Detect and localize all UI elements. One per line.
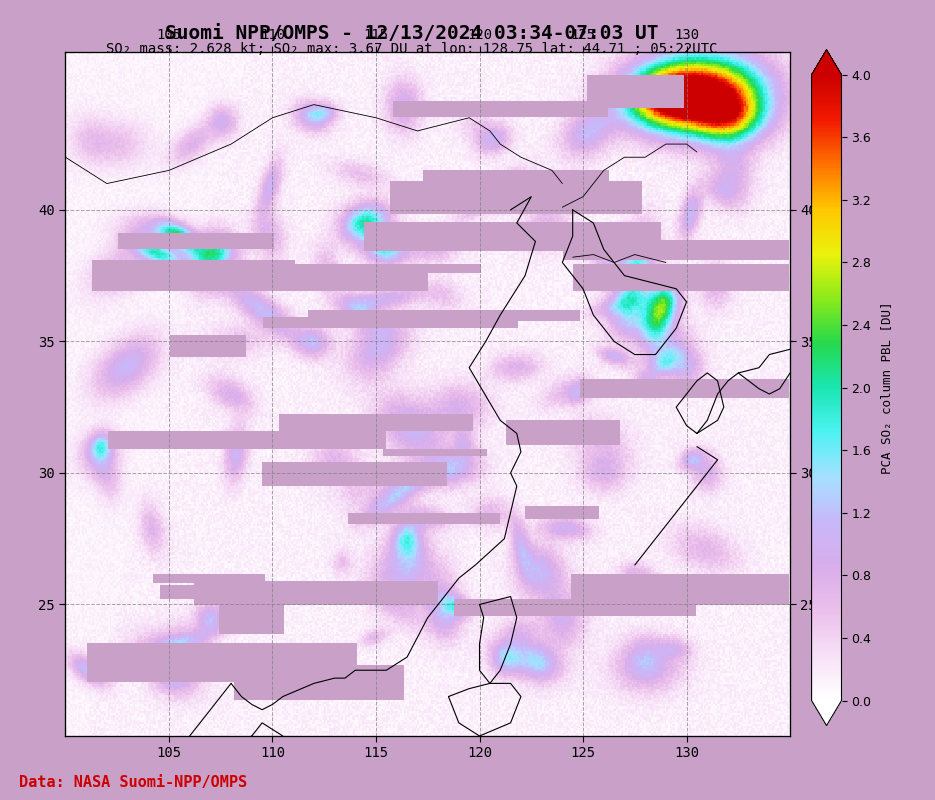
Text: Suomi NPP/OMPS - 12/13/2024 03:34-07:03 UT: Suomi NPP/OMPS - 12/13/2024 03:34-07:03 … [165, 24, 658, 43]
Text: Data: NASA Suomi-NPP/OMPS: Data: NASA Suomi-NPP/OMPS [19, 775, 247, 790]
PathPatch shape [812, 701, 842, 726]
PathPatch shape [812, 50, 842, 74]
Text: SO₂ mass: 2.628 kt; SO₂ max: 3.67 DU at lon: 128.75 lat: 44.71 ; 05:22UTC: SO₂ mass: 2.628 kt; SO₂ max: 3.67 DU at … [106, 42, 717, 56]
Y-axis label: PCA SO₂ column PBL [DU]: PCA SO₂ column PBL [DU] [880, 302, 893, 474]
